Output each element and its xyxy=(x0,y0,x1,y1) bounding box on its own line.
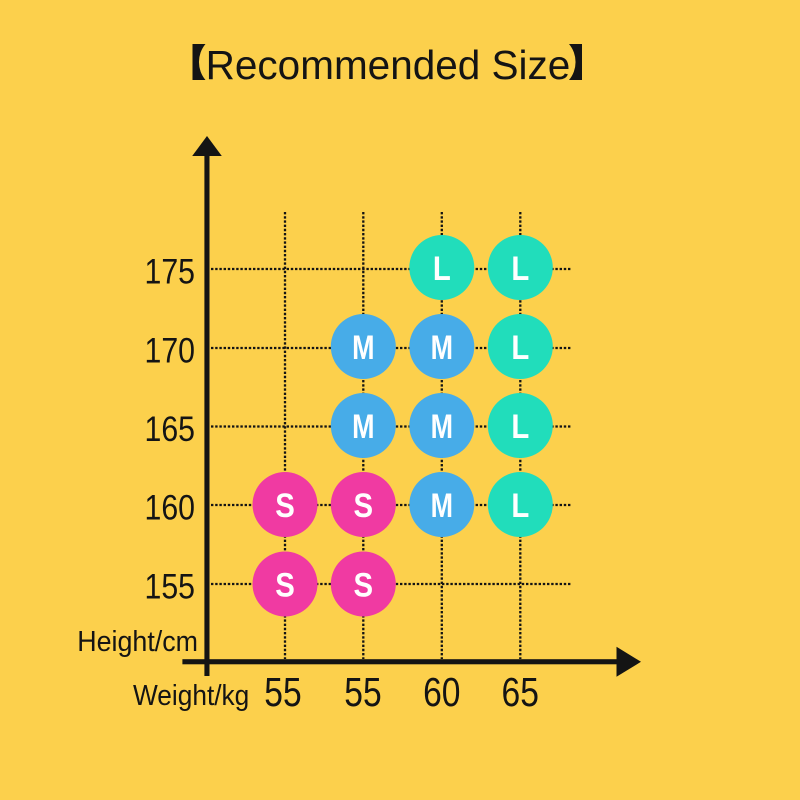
svg-text:160: 160 xyxy=(144,488,195,527)
svg-text:L: L xyxy=(511,407,529,446)
svg-text:175: 175 xyxy=(144,252,195,291)
svg-text:60: 60 xyxy=(423,669,460,715)
svg-text:55: 55 xyxy=(344,669,381,715)
svg-text:S: S xyxy=(354,565,374,604)
svg-text:S: S xyxy=(354,486,374,525)
svg-text:L: L xyxy=(433,249,451,288)
svg-text:M: M xyxy=(431,328,453,367)
svg-text:Recommended Size: Recommended Size xyxy=(206,42,571,88)
svg-text:155: 155 xyxy=(144,567,195,606)
svg-text:65: 65 xyxy=(502,669,539,715)
svg-text:L: L xyxy=(511,486,529,525)
svg-text:M: M xyxy=(352,328,374,367)
svg-text:L: L xyxy=(511,328,529,367)
svg-text:M: M xyxy=(431,486,453,525)
svg-text:55: 55 xyxy=(264,669,301,715)
svg-text:S: S xyxy=(275,565,295,604)
svg-text:M: M xyxy=(431,407,453,446)
svg-text:170: 170 xyxy=(144,331,195,370)
svg-text:Weight/kg: Weight/kg xyxy=(133,679,249,711)
svg-text:M: M xyxy=(352,407,374,446)
svg-text:Height/cm: Height/cm xyxy=(77,625,198,657)
svg-text:165: 165 xyxy=(144,409,195,448)
svg-text:L: L xyxy=(511,249,529,288)
svg-text:S: S xyxy=(275,486,295,525)
